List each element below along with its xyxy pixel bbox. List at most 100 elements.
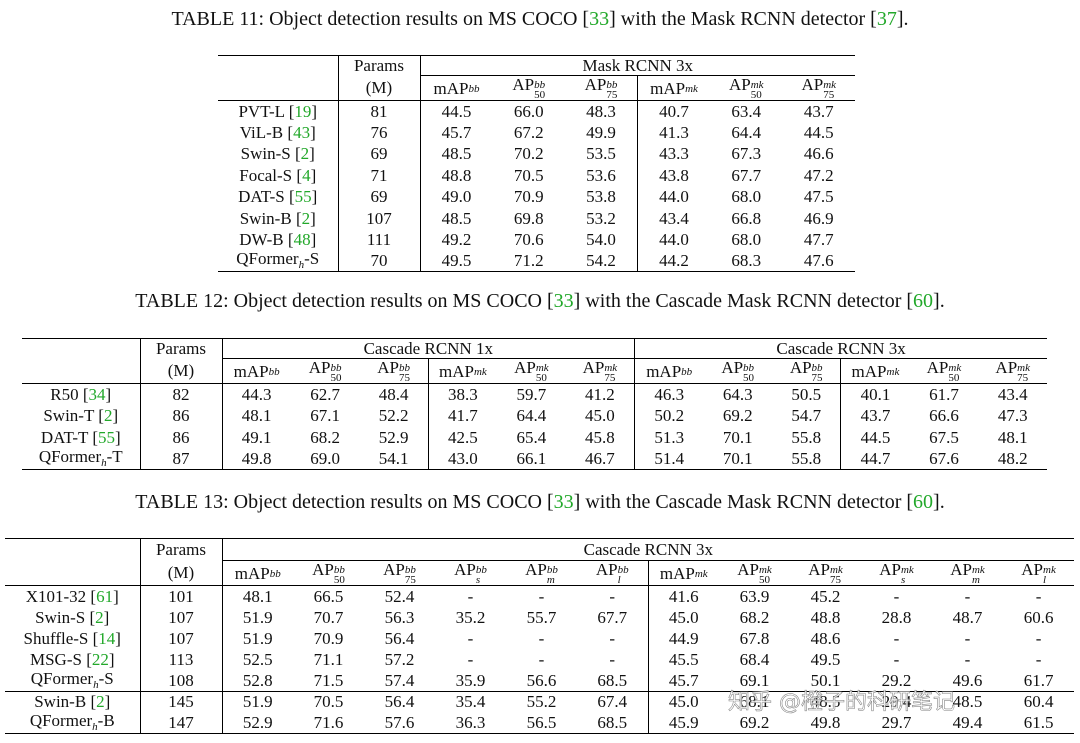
header-scripts: mk [695, 568, 708, 579]
value-cell: 69.2 [739, 713, 770, 732]
row-label: Swin-B [2] [5, 690, 141, 712]
value-cell: - [538, 649, 545, 669]
params-cell: 107 [140, 627, 223, 649]
value-cell: 55.2 [506, 690, 577, 712]
header-base: AP [1021, 560, 1044, 579]
value-cell: 67.2 [513, 123, 544, 143]
value-cell: 67.6 [929, 449, 959, 468]
params-cell: 147 [140, 712, 223, 734]
header-scripts: bb 75 [811, 362, 823, 384]
value-cell: 50.2 [654, 406, 685, 426]
header-scripts: bb 50 [330, 363, 341, 384]
value-cell: 67.8 [739, 628, 770, 648]
params-unit: (M) [140, 358, 223, 384]
value-cell: 48.7 [952, 607, 983, 627]
value-cell: - [467, 628, 474, 648]
header-scripts: mk 50 [759, 565, 772, 586]
row-label: X101-32 [61] [5, 585, 141, 607]
value-cell: 56.5 [526, 713, 557, 732]
value-cell: 69.8 [513, 208, 544, 228]
header-base: mAP [650, 78, 686, 98]
column-header: mAP mk [637, 75, 710, 101]
params-cell: 107 [140, 606, 223, 628]
header-sub: m [546, 574, 555, 586]
value-cell: 62.7 [310, 385, 340, 404]
value-cell: 46.6 [803, 144, 834, 164]
header-sup: bb [811, 362, 823, 374]
header-base: AP [879, 560, 901, 579]
column-header: mAP bb [420, 75, 493, 101]
data-row: QFormerh-B 147 52.9 71.6 57.6 36.3 56.5 68.5 45.… [5, 712, 1074, 734]
label-suffix: -B [97, 711, 115, 730]
value-cell: 41.7 [448, 406, 478, 426]
value-cell: 44.9 [668, 628, 699, 648]
citation: 22 [91, 649, 109, 669]
value-cell: 56.4 [364, 690, 435, 712]
column-header: AP mk l [1003, 560, 1075, 586]
value-cell: 51.9 [242, 628, 273, 648]
header-sub: 75 [604, 372, 616, 384]
value-cell: 67.5 [929, 427, 959, 447]
group-header: Cascade RCNN 3x [222, 538, 1075, 561]
citation: 55 [97, 427, 115, 447]
header-scripts: bb s [475, 565, 487, 586]
value-cell: 48.8 [441, 165, 472, 185]
value-cell: 52.2 [359, 405, 429, 427]
header-sup: mk [473, 365, 487, 378]
value-cell: 69.2 [722, 406, 753, 426]
value-cell: 67.4 [577, 690, 649, 712]
header-row: (M) mAP bb AP bb 50 AP bb 75 mAP mk AP mk 50 AP mk 75 [218, 75, 856, 101]
header-sub: 50 [534, 89, 546, 101]
value-cell: 36.3 [455, 713, 486, 732]
column-header: AP bb 50 [293, 560, 364, 586]
value-cell: 64.4 [516, 406, 547, 426]
header-base: AP [595, 560, 618, 579]
value-cell: - [1035, 649, 1042, 669]
header-sup: mk [604, 362, 618, 374]
header-base: AP [383, 560, 405, 579]
header-base: mAP [438, 361, 474, 381]
value-cell: 57.2 [384, 649, 415, 669]
header-sup: bb [398, 362, 410, 374]
value-cell: 50.5 [772, 383, 842, 405]
citation: 4 [302, 165, 311, 185]
column-header: AP mk m [932, 560, 1003, 586]
table-caption: TABLE 12: Object detection results on MS… [135, 290, 945, 312]
header-sup: bb [404, 564, 416, 576]
header-sub: s [900, 574, 906, 586]
value-cell: 48.5 [441, 208, 472, 228]
citation: 37 [876, 8, 897, 30]
value-cell: 53.5 [565, 143, 638, 165]
value-cell: 44.5 [803, 123, 834, 143]
column-header: mAP bb [222, 358, 291, 384]
table-caption: TABLE 11: Object detection results on MS… [171, 8, 909, 30]
column-header: AP mk 75 [565, 358, 636, 384]
value-cell: 41.6 [668, 586, 699, 606]
params-cell: 70 [338, 250, 421, 272]
header-sub: s [475, 574, 481, 586]
header-sup: mk [823, 79, 837, 91]
label-name: QFormer [30, 668, 94, 688]
params-header: Params [140, 338, 223, 359]
header-base: AP [808, 560, 830, 579]
citation: 2 [301, 208, 311, 228]
value-cell: 68.0 [731, 187, 762, 207]
citation: 14 [98, 628, 116, 648]
column-header: AP mk s [861, 560, 932, 586]
params-header: Params [140, 538, 223, 561]
header-scripts: bb [269, 366, 280, 377]
value-cell: 41.2 [565, 383, 636, 405]
value-cell: 52.9 [359, 426, 429, 448]
params-cell: 107 [338, 207, 421, 229]
params-cell: 145 [140, 690, 223, 712]
header-base: AP [926, 358, 949, 377]
header-row: Params Cascade RCNN 1x Cascade RCNN 3x [22, 338, 1048, 384]
header-sub: 75 [398, 372, 410, 384]
group-header: Mask RCNN 3x [420, 55, 856, 76]
value-cell: 47.5 [803, 187, 834, 207]
row-label: Swin-S [2] [5, 606, 141, 628]
params-cell: 111 [338, 228, 421, 251]
header-base: mAP [851, 361, 887, 381]
value-cell: 65.4 [516, 427, 547, 447]
